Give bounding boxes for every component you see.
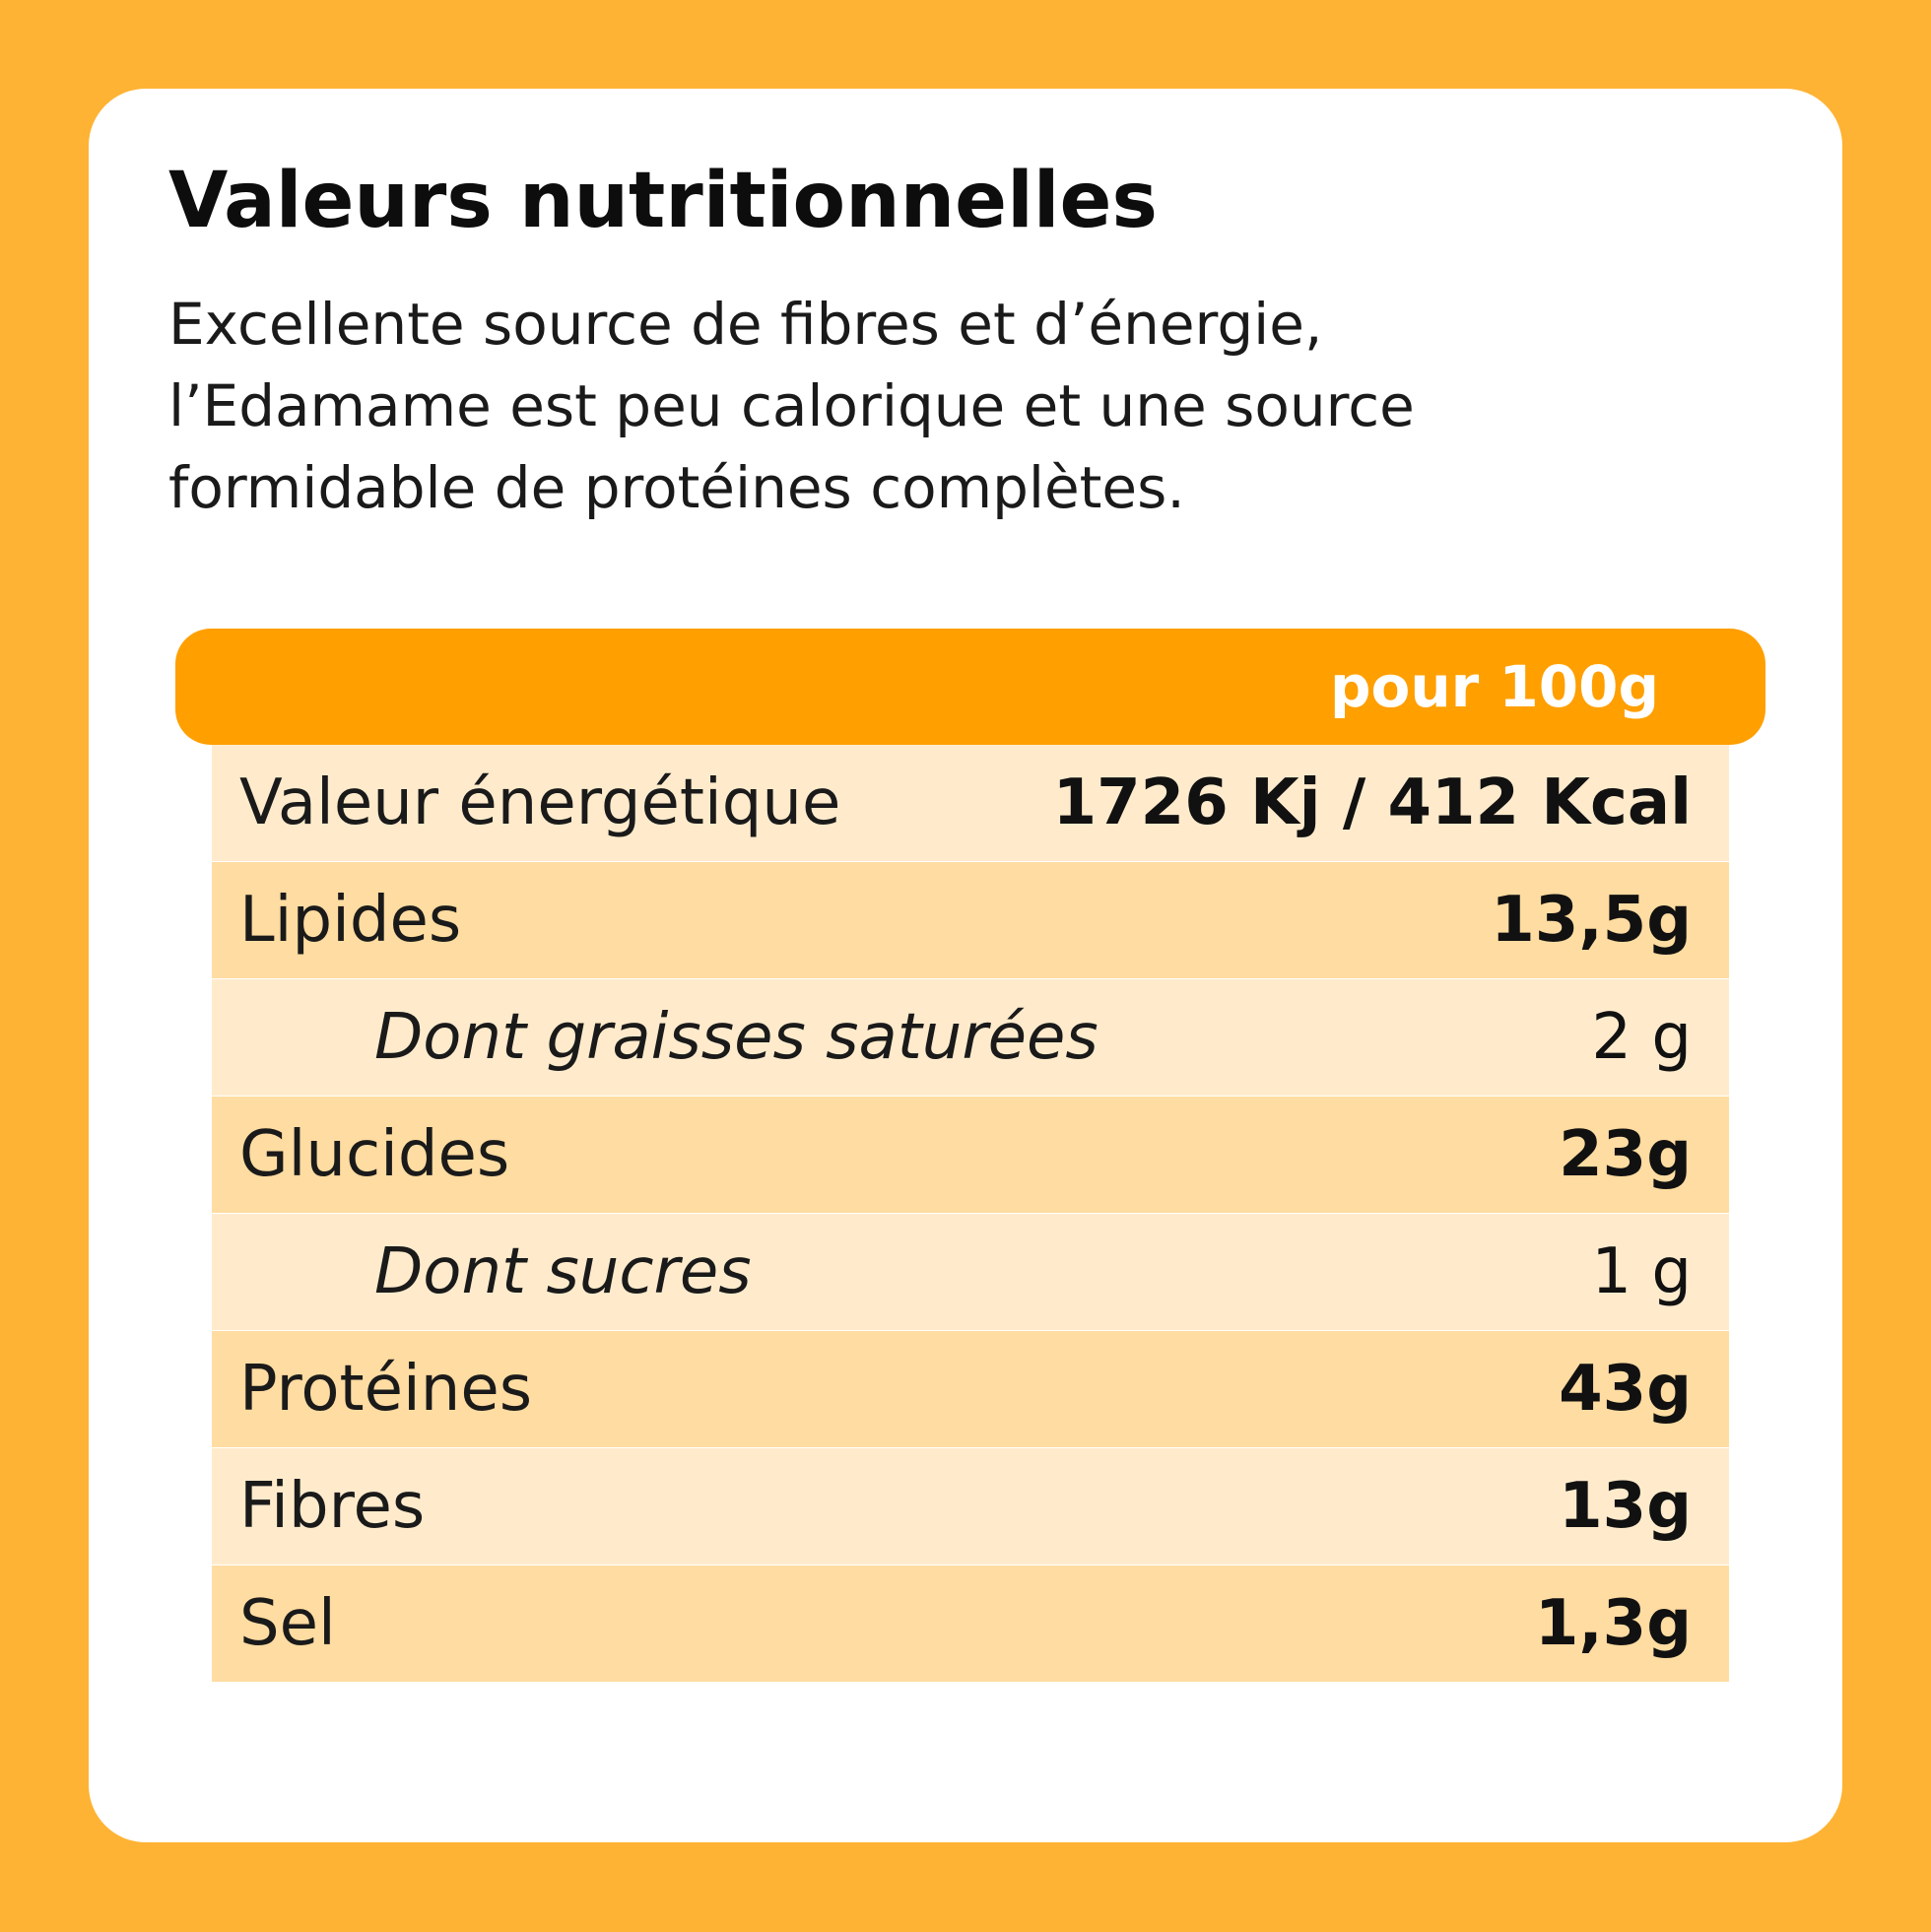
row-label: Lipides xyxy=(239,884,462,957)
row-value: 2 g xyxy=(1591,1001,1692,1074)
row-energy: Valeur énergétique 1726 Kj / 412 Kcal xyxy=(212,745,1729,862)
nutrition-table: Valeur énergétique 1726 Kj / 412 Kcal Li… xyxy=(212,745,1729,1682)
description: Excellente source de fibres et d’énergie… xyxy=(168,284,1745,529)
row-fibers: Fibres 13g xyxy=(212,1448,1729,1566)
row-label: Fibres xyxy=(239,1470,426,1543)
row-label: Dont sucres xyxy=(374,1235,752,1308)
description-line: Excellente source de fibres et d’énergie… xyxy=(168,291,1323,358)
row-carbs: Glucides 23g xyxy=(212,1097,1729,1214)
row-value: 23g xyxy=(1559,1118,1692,1191)
row-value: 1,3g xyxy=(1534,1587,1692,1660)
page-title: Valeurs nutritionnelles xyxy=(168,157,1158,245)
row-saturated-fat: Dont graisses saturées 2 g xyxy=(212,979,1729,1097)
row-label: Glucides xyxy=(239,1118,510,1191)
row-lipids: Lipides 13,5g xyxy=(212,862,1729,979)
row-value: 1 g xyxy=(1591,1235,1692,1308)
row-value: 13g xyxy=(1559,1470,1692,1543)
row-salt: Sel 1,3g xyxy=(212,1566,1729,1682)
description-line: l’Edamame est peu calorique et une sourc… xyxy=(168,372,1415,439)
row-label: Protéines xyxy=(239,1353,533,1426)
row-value: 43g xyxy=(1559,1353,1692,1426)
row-label: Valeur énergétique xyxy=(239,766,841,839)
row-label: Dont graisses saturées xyxy=(374,1001,1099,1074)
row-value: 1726 Kj / 412 Kcal xyxy=(1052,766,1692,839)
description-line: formidable de protéines complètes. xyxy=(168,454,1185,521)
per-100g-label: pour 100g xyxy=(1329,653,1659,720)
row-proteins: Protéines 43g xyxy=(212,1331,1729,1448)
row-label: Sel xyxy=(239,1587,336,1660)
row-value: 13,5g xyxy=(1491,884,1692,957)
row-sugars: Dont sucres 1 g xyxy=(212,1214,1729,1331)
table-header: pour 100g xyxy=(175,629,1765,745)
